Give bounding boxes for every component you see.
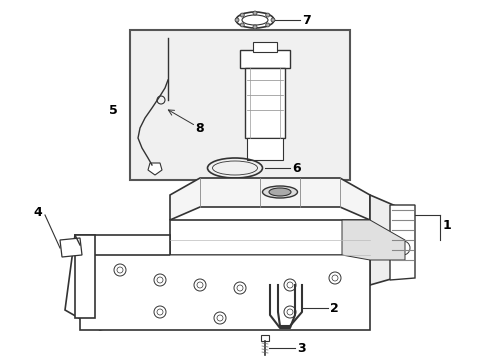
Circle shape <box>235 18 239 22</box>
Ellipse shape <box>269 188 291 196</box>
Text: 4: 4 <box>33 206 42 219</box>
Circle shape <box>266 13 270 17</box>
Text: 5: 5 <box>109 104 118 117</box>
Text: 3: 3 <box>297 342 306 355</box>
Polygon shape <box>390 205 415 280</box>
Polygon shape <box>80 255 370 330</box>
Polygon shape <box>60 238 82 257</box>
Polygon shape <box>342 220 405 260</box>
Text: 8: 8 <box>196 122 204 135</box>
Ellipse shape <box>263 186 297 198</box>
Bar <box>130 30 350 180</box>
Text: 6: 6 <box>292 162 301 175</box>
Polygon shape <box>148 163 162 175</box>
Text: 1: 1 <box>443 219 452 231</box>
Circle shape <box>240 23 245 27</box>
Polygon shape <box>170 178 370 220</box>
Bar <box>253 42 277 52</box>
Circle shape <box>240 13 245 17</box>
Circle shape <box>266 23 270 27</box>
Bar <box>261 335 269 341</box>
Text: 2: 2 <box>330 302 339 315</box>
Circle shape <box>253 25 257 29</box>
Polygon shape <box>370 195 405 285</box>
Circle shape <box>253 11 257 15</box>
Bar <box>240 50 290 68</box>
Bar <box>247 138 283 160</box>
Text: 7: 7 <box>302 14 311 27</box>
Circle shape <box>271 18 275 22</box>
Polygon shape <box>75 235 95 318</box>
Polygon shape <box>65 235 170 330</box>
Bar <box>245 68 285 138</box>
Polygon shape <box>170 220 370 285</box>
